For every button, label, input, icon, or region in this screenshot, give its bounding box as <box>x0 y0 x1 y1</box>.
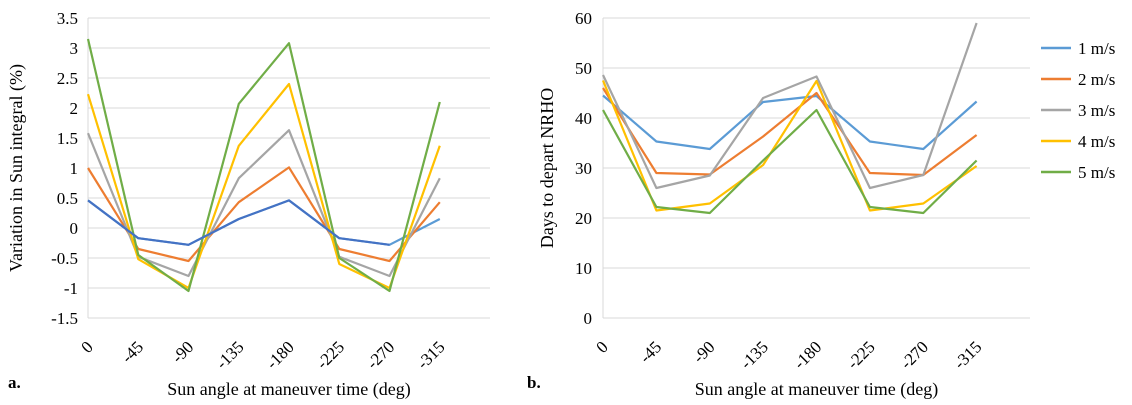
legend-entry-label: 2 m/s <box>1078 70 1115 89</box>
x-tick-label: -135 <box>212 337 247 372</box>
x-tick-label: -45 <box>118 337 147 366</box>
x-tick-label: -225 <box>313 337 348 372</box>
x-tick-label: 0 <box>592 337 611 356</box>
series-line-2 <box>86 129 441 278</box>
y-tick-label: -1.5 <box>51 309 78 328</box>
series-line-5-m-s <box>602 108 978 215</box>
chart-panel-a <box>86 17 490 319</box>
x-tick-label: -270 <box>897 337 932 372</box>
x-tick-label: 0 <box>77 337 96 356</box>
y-tick-label: 3.5 <box>57 9 78 28</box>
x-tick-label: -270 <box>363 337 398 372</box>
y-tick-label: 0 <box>70 219 79 238</box>
y-tick-label: 0.5 <box>57 189 78 208</box>
x-tick-label: -180 <box>790 337 825 372</box>
y-tick-label: 1.5 <box>57 129 78 148</box>
x-tick-label: -225 <box>843 337 878 372</box>
x-tick-label: -90 <box>168 337 197 366</box>
series-line-5 <box>87 199 390 246</box>
series-line-4-m-s <box>601 79 978 212</box>
x-axis-title: Sun angle at maneuver time (deg) <box>695 379 938 400</box>
y-axis-title: Variation in Sun integral (%) <box>6 64 27 272</box>
y-axis-title: Days to depart NRHO <box>537 88 557 248</box>
y-tick-label: 1 <box>70 159 79 178</box>
chart-panel-b <box>601 17 1071 319</box>
panel-label: b. <box>527 373 541 392</box>
x-axis-title: Sun angle at maneuver time (deg) <box>167 379 410 400</box>
y-tick-label: 50 <box>575 59 592 78</box>
legend-entry-label: 5 m/s <box>1078 163 1115 182</box>
series-line-1-m-s <box>602 94 978 151</box>
series-line-4 <box>86 38 441 293</box>
y-tick-label: 10 <box>575 259 592 278</box>
y-tick-label: -0.5 <box>51 249 78 268</box>
y-tick-label: -1 <box>64 279 78 298</box>
series-line-3-m-s <box>602 22 978 190</box>
series-line-3 <box>86 82 441 290</box>
y-tick-label: 3 <box>70 39 79 58</box>
series-line-1 <box>87 166 441 263</box>
x-tick-label: -45 <box>636 337 665 366</box>
x-tick-label: -180 <box>262 337 297 372</box>
y-tick-label: 30 <box>575 159 592 178</box>
legend-entry-label: 4 m/s <box>1078 132 1115 151</box>
x-tick-label: -315 <box>950 337 985 372</box>
series-line-2-m-s <box>602 87 978 177</box>
legend-entry-label: 3 m/s <box>1078 101 1115 120</box>
y-tick-label: 2 <box>70 99 79 118</box>
y-tick-label: 60 <box>575 9 592 28</box>
y-tick-label: 2.5 <box>57 69 78 88</box>
y-tick-label: 0 <box>584 309 593 328</box>
x-tick-label: -135 <box>736 337 771 372</box>
x-tick-label: -315 <box>413 337 448 372</box>
y-tick-label: 40 <box>575 109 592 128</box>
legend-entry-label: 1 m/s <box>1078 39 1115 58</box>
panel-label: a. <box>8 373 21 392</box>
y-tick-label: 20 <box>575 209 592 228</box>
x-tick-label: -90 <box>689 337 718 366</box>
